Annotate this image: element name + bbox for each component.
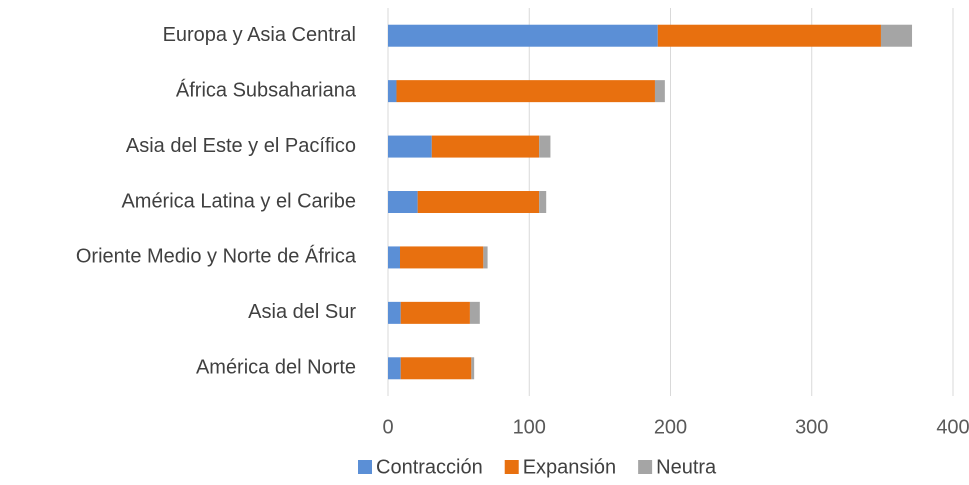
bar bbox=[388, 246, 401, 269]
bar bbox=[388, 357, 401, 380]
bar bbox=[880, 24, 913, 47]
y-tick-label: América del Norte bbox=[196, 357, 356, 379]
y-tick-label: Europa y Asia Central bbox=[163, 24, 356, 46]
bar bbox=[654, 80, 665, 103]
legend-label: Contracción bbox=[376, 456, 483, 478]
legend-swatch bbox=[504, 460, 519, 474]
bar bbox=[396, 80, 655, 103]
x-tick-label: 400 bbox=[936, 416, 969, 438]
bar bbox=[388, 191, 418, 213]
y-tick-label: África Subsahariana bbox=[176, 78, 357, 101]
x-tick-label: 300 bbox=[795, 416, 828, 438]
y-tick-label: Oriente Medio y Norte de África bbox=[76, 245, 357, 268]
bar bbox=[657, 24, 881, 47]
legend-label: Expansión bbox=[523, 456, 616, 478]
bar bbox=[431, 135, 540, 158]
bar bbox=[417, 191, 540, 213]
bar bbox=[388, 135, 432, 158]
legend-label: Neutra bbox=[656, 456, 717, 478]
y-tick-label: Asia del Sur bbox=[248, 301, 356, 323]
bar bbox=[539, 191, 547, 213]
x-tick-label: 0 bbox=[382, 416, 393, 438]
bar bbox=[400, 246, 484, 269]
legend-swatch bbox=[638, 460, 653, 474]
y-tick-label: América Latina y el Caribe bbox=[121, 190, 356, 212]
bar bbox=[469, 301, 480, 324]
bar bbox=[400, 357, 472, 380]
bar bbox=[388, 24, 658, 47]
bar bbox=[471, 357, 475, 380]
x-tick-label: 200 bbox=[654, 416, 687, 438]
x-tick-label: 100 bbox=[513, 416, 546, 438]
bar bbox=[388, 80, 397, 103]
bar bbox=[400, 301, 470, 324]
bar bbox=[388, 301, 401, 324]
bar bbox=[539, 135, 551, 158]
bar bbox=[483, 246, 488, 269]
legend-swatch bbox=[358, 460, 372, 474]
y-tick-label: Asia del Este y el Pacífico bbox=[126, 135, 356, 157]
